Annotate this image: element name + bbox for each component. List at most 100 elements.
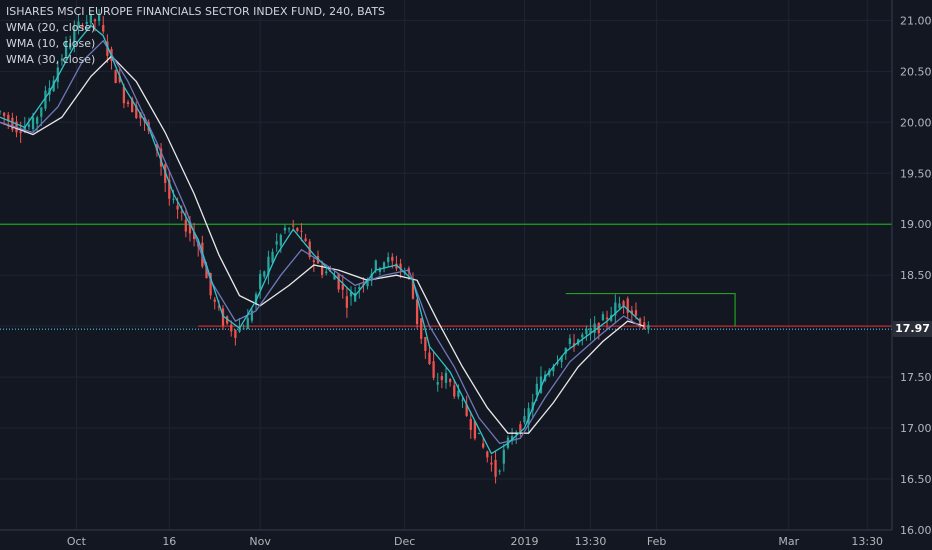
candle-body bbox=[473, 421, 477, 439]
price-tick-label: 20.50 bbox=[900, 65, 932, 78]
candle-body bbox=[93, 19, 97, 22]
candle-body bbox=[349, 291, 353, 297]
candle-body bbox=[494, 459, 497, 477]
indicator-wma-20[interactable]: WMA (20, close) bbox=[6, 21, 96, 34]
chart-legend: ISHARES MSCI EUROPE FINANCIALS SECTOR IN… bbox=[6, 4, 385, 68]
candle-body bbox=[370, 273, 373, 281]
time-tick-label: Nov bbox=[249, 535, 271, 548]
candle-body bbox=[73, 29, 76, 43]
candle-body bbox=[519, 424, 522, 434]
candle-body bbox=[31, 117, 35, 130]
candle-body bbox=[424, 337, 427, 351]
candle-body bbox=[89, 13, 92, 24]
candle-body bbox=[188, 223, 192, 234]
candle-body bbox=[490, 462, 493, 465]
wma-10-line bbox=[0, 24, 641, 455]
candle-body bbox=[378, 268, 382, 272]
candle-body bbox=[345, 296, 349, 308]
candle-body bbox=[159, 148, 163, 167]
candle-body bbox=[399, 263, 402, 270]
candle-body bbox=[325, 271, 328, 274]
range-rectangle-outline bbox=[565, 292, 736, 327]
candle-body bbox=[366, 278, 369, 287]
candle-body bbox=[0, 111, 2, 113]
candle-body bbox=[184, 219, 187, 232]
candle-body bbox=[60, 58, 64, 61]
candle-body bbox=[259, 273, 262, 290]
time-tick-label: Oct bbox=[67, 535, 87, 548]
candle-body bbox=[155, 143, 159, 151]
candle-body bbox=[164, 164, 167, 183]
price-tick-label: 16.50 bbox=[900, 473, 932, 486]
candle-body bbox=[539, 376, 543, 393]
candle-body bbox=[151, 134, 154, 138]
symbol-title: ISHARES MSCI EUROPE FINANCIALS SECTOR IN… bbox=[6, 5, 386, 18]
candle-body bbox=[432, 361, 435, 378]
candle-body bbox=[382, 262, 386, 269]
candle-body bbox=[19, 131, 22, 134]
indicator-wma-30[interactable]: WMA (30, close) bbox=[6, 53, 96, 66]
candle-body bbox=[209, 272, 212, 296]
candle-body bbox=[213, 299, 216, 302]
moving-averages bbox=[0, 24, 645, 455]
candle-body bbox=[515, 433, 518, 435]
candle-body bbox=[482, 443, 485, 448]
wma-30-line bbox=[0, 55, 645, 434]
candle-body bbox=[168, 179, 171, 199]
candle-body bbox=[263, 271, 266, 277]
candle-body bbox=[358, 287, 361, 289]
candle-body bbox=[81, 26, 84, 28]
candle-body bbox=[2, 112, 6, 116]
candle-body bbox=[131, 98, 134, 113]
candle-body bbox=[634, 310, 638, 316]
candle-body bbox=[221, 308, 225, 326]
candle-body bbox=[523, 416, 526, 423]
candle-body bbox=[605, 317, 609, 320]
candle-body bbox=[465, 404, 468, 416]
candle-body bbox=[304, 238, 307, 242]
price-tick-label: 21.00 bbox=[900, 14, 932, 27]
candle-body bbox=[205, 265, 208, 279]
range-rectangle[interactable] bbox=[565, 292, 736, 327]
candle-body bbox=[292, 225, 295, 227]
candle-body bbox=[320, 265, 324, 275]
indicator-wma-10[interactable]: WMA (10, close) bbox=[6, 37, 96, 50]
candle-body bbox=[176, 205, 179, 210]
candle-body bbox=[415, 299, 419, 325]
candle-body bbox=[135, 105, 138, 119]
candle-body bbox=[64, 41, 68, 57]
candle-body bbox=[585, 328, 588, 335]
candle-body bbox=[626, 298, 629, 313]
time-axis[interactable]: Oct 16 Nov Dec 2019 13:30 Feb Mar 13:30 bbox=[67, 535, 883, 548]
candle-body bbox=[279, 234, 282, 246]
candle-body bbox=[581, 334, 584, 338]
candle-body bbox=[102, 24, 105, 32]
candle-body bbox=[601, 314, 605, 321]
candle-body bbox=[192, 231, 196, 240]
candle-body bbox=[395, 263, 398, 269]
candle-body bbox=[411, 280, 415, 299]
candle-body bbox=[453, 385, 456, 397]
candle-body bbox=[126, 102, 130, 104]
candle-body bbox=[217, 306, 221, 308]
candle-body bbox=[69, 43, 72, 49]
candle-body bbox=[622, 301, 625, 306]
candle-body bbox=[275, 241, 278, 245]
candle-body bbox=[230, 324, 233, 332]
candle-body bbox=[428, 352, 431, 365]
candle-body bbox=[271, 251, 274, 263]
candle-body bbox=[11, 117, 14, 130]
candle-body bbox=[444, 372, 448, 383]
time-tick-label: Dec bbox=[394, 535, 415, 548]
candle-body bbox=[312, 260, 315, 263]
candle-body bbox=[469, 418, 472, 430]
candle-body bbox=[7, 114, 10, 122]
horizontal-lines[interactable] bbox=[0, 223, 892, 330]
price-tick-label: 18.50 bbox=[900, 269, 932, 282]
candle-body bbox=[436, 382, 439, 385]
candle-body bbox=[638, 318, 642, 327]
candle-body bbox=[56, 67, 59, 82]
price-tick-label: 20.00 bbox=[900, 116, 932, 129]
candle-body bbox=[40, 107, 43, 117]
